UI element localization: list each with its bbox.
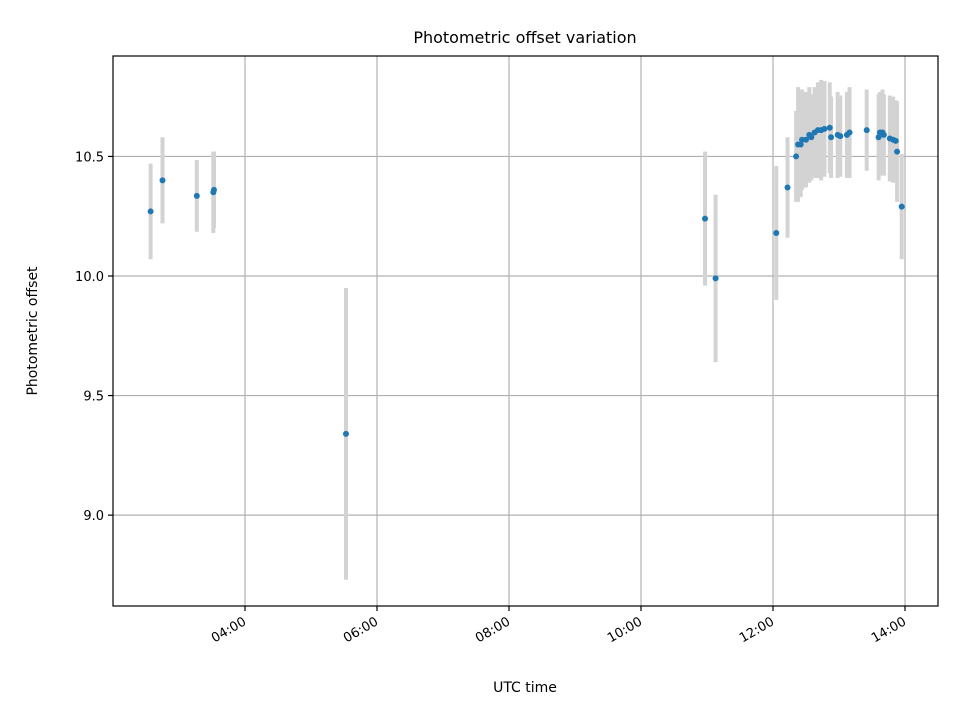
- data-point: [821, 125, 828, 132]
- data-point: [193, 192, 200, 199]
- x-axis-label: UTC time: [493, 680, 557, 696]
- data-point: [880, 131, 887, 138]
- data-point: [846, 129, 853, 136]
- data-point: [797, 141, 804, 148]
- data-point: [826, 124, 833, 131]
- data-point: [808, 134, 815, 141]
- y-tick-label: 10.0: [75, 270, 104, 285]
- data-point: [898, 203, 905, 210]
- grid: [113, 56, 938, 606]
- chart-title: Photometric offset variation: [413, 28, 636, 47]
- data-point: [342, 430, 349, 437]
- data-point: [147, 208, 154, 215]
- data-point: [773, 229, 780, 236]
- y-tick-label: 10.5: [75, 150, 104, 165]
- data-point: [894, 148, 901, 155]
- y-axis-label: Photometric offset: [25, 266, 41, 396]
- data-point: [210, 186, 217, 193]
- data-point: [702, 215, 709, 222]
- data-point: [159, 177, 166, 184]
- data-point: [837, 133, 844, 140]
- data-point: [712, 275, 719, 282]
- data-point: [784, 184, 791, 191]
- data-point: [875, 134, 882, 141]
- data-points: [147, 124, 905, 437]
- y-tick-label: 9.5: [83, 390, 104, 405]
- y-axis-ticks: 9.0 9.5 10.0 10.5: [75, 150, 113, 524]
- y-tick-label: 9.0: [83, 509, 104, 524]
- data-point: [863, 127, 870, 134]
- data-point: [892, 137, 899, 144]
- data-point: [828, 134, 835, 141]
- data-point: [793, 153, 800, 160]
- plot-area: [112, 55, 939, 607]
- data-point: [803, 136, 809, 143]
- plot-frame: [112, 55, 939, 607]
